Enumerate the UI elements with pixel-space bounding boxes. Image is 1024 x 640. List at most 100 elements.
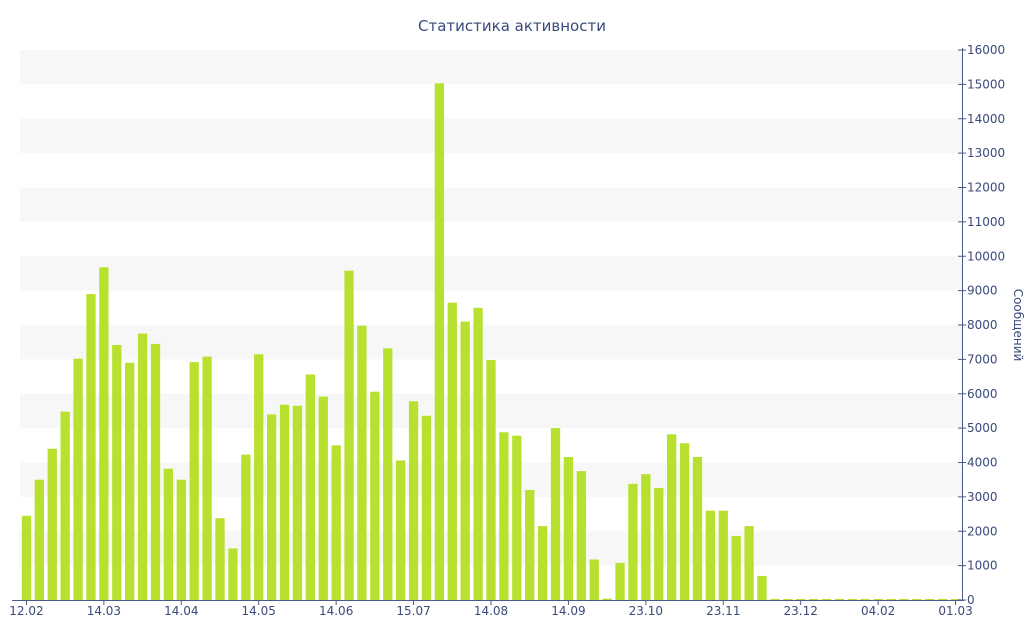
bar	[99, 267, 109, 600]
y-tick-label: 6000	[967, 387, 998, 401]
bar	[396, 460, 406, 600]
x-tick-label: 14.05	[242, 604, 276, 618]
bar	[434, 83, 445, 601]
grid-bands	[20, 50, 962, 566]
bar	[21, 515, 32, 600]
bar	[318, 396, 328, 600]
bar	[576, 471, 586, 600]
bar	[563, 457, 574, 600]
y-tick-label: 1000	[967, 559, 998, 573]
bar	[525, 490, 535, 600]
chart-title: Статистика активности	[418, 17, 606, 35]
bar	[692, 457, 703, 600]
x-tick-label: 01.03	[938, 604, 972, 618]
bar	[215, 518, 225, 600]
bar	[860, 598, 870, 600]
x-tick-label: 15.07	[396, 604, 430, 618]
bar	[202, 356, 212, 601]
bar	[241, 454, 251, 600]
bar	[499, 432, 509, 600]
y-tick-label: 7000	[967, 352, 998, 366]
y-tick-label: 9000	[967, 284, 998, 298]
bar	[383, 348, 393, 601]
grid-band	[20, 256, 962, 291]
bar	[886, 598, 896, 600]
bar	[783, 598, 793, 600]
bar	[331, 445, 341, 600]
y-tick-label: 11000	[967, 215, 1005, 229]
bar	[86, 294, 96, 600]
bar	[589, 559, 599, 600]
bar	[512, 435, 522, 600]
bar	[408, 401, 419, 600]
y-axis-label: Сообщений	[1011, 289, 1024, 362]
bar	[344, 270, 354, 600]
bar	[537, 526, 548, 600]
bar	[305, 374, 315, 600]
bar	[73, 358, 83, 600]
y-tick-label: 10000	[967, 249, 1005, 263]
grid-band	[20, 118, 962, 154]
bar	[279, 404, 290, 600]
bar	[228, 548, 238, 600]
bar	[266, 414, 277, 601]
y-tick-label: 8000	[967, 318, 998, 332]
bar	[757, 575, 767, 600]
y-tick-label: 2000	[967, 524, 998, 538]
grid-band	[20, 50, 962, 85]
x-tick-label: 23.10	[629, 604, 663, 618]
bar	[873, 598, 883, 600]
y-tick-label: 15000	[967, 77, 1005, 91]
bar	[47, 448, 57, 600]
bar	[731, 536, 741, 600]
x-tick-label: 14.06	[319, 604, 353, 618]
x-tick-label: 23.11	[706, 604, 740, 618]
bar	[137, 333, 148, 600]
bar	[938, 598, 948, 600]
x-tick-labels: 12.02 14.03 14.04 14.05 14.06 15.07 14.08 14.09…	[9, 600, 973, 618]
x-tick-label: 14.03	[87, 604, 121, 618]
grid-band	[20, 187, 962, 222]
bar	[847, 598, 857, 600]
bar	[628, 483, 638, 600]
y-tick-label: 12000	[967, 181, 1005, 195]
y-tick-label: 4000	[967, 456, 998, 470]
bar	[808, 598, 819, 600]
bar	[460, 321, 470, 600]
bar	[34, 479, 44, 600]
bar	[950, 598, 961, 600]
bar	[292, 405, 303, 600]
bar	[357, 325, 367, 600]
y-tick-labels: 0 1000 2000 3000 4000 5000 6000 7000 8000 9000 100…	[958, 43, 1005, 607]
y-tick-label: 3000	[967, 490, 998, 504]
x-tick-label: 23.12	[784, 604, 818, 618]
bar	[705, 510, 716, 601]
bar	[615, 562, 625, 601]
x-tick-label: 12.02	[9, 604, 43, 618]
bar	[550, 428, 561, 601]
y-tick-label: 5000	[967, 421, 998, 435]
y-tick-label: 16000	[967, 43, 1005, 57]
grid-band	[20, 325, 962, 360]
bar	[654, 487, 664, 600]
bar	[744, 526, 754, 600]
bar	[189, 362, 199, 601]
bar	[370, 391, 380, 600]
x-tick-label: 14.04	[164, 604, 198, 618]
bar	[679, 443, 690, 600]
bar	[176, 479, 186, 600]
bar	[125, 362, 135, 600]
bar	[112, 344, 122, 600]
bar	[718, 510, 728, 601]
bar	[473, 307, 483, 600]
bar	[912, 598, 922, 600]
bar	[421, 415, 432, 600]
bars-group	[21, 83, 961, 601]
bar	[447, 302, 457, 600]
y-tick-label: 13000	[967, 146, 1005, 160]
bar	[899, 598, 909, 600]
bar	[254, 354, 264, 600]
bar	[821, 598, 832, 600]
